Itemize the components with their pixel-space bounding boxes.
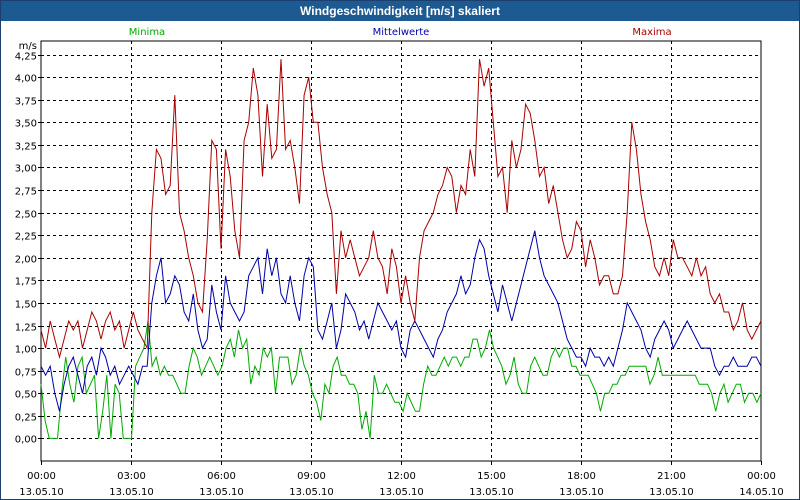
y-tick-label: 3,25 xyxy=(15,142,37,153)
x-tick-label-time: 09:00 xyxy=(297,471,326,482)
y-tick-label: 4,00 xyxy=(15,74,37,85)
series-line-maxima xyxy=(40,59,762,360)
y-tick-label: 0,50 xyxy=(15,390,37,401)
y-tick-label: 3,50 xyxy=(15,119,37,130)
legend-mittelwerte: Mittelwerte xyxy=(373,27,430,38)
legend-maxima: Maxima xyxy=(632,27,671,38)
y-tick-label: 0,75 xyxy=(15,368,37,379)
x-tick-label-date: 13.05.10 xyxy=(289,487,334,498)
x-tick-label-time: 21:00 xyxy=(657,471,686,482)
y-tick-label: 0,00 xyxy=(15,435,37,446)
x-tick-label-time: 12:00 xyxy=(387,471,416,482)
y-tick-label: 3,00 xyxy=(15,164,37,175)
y-tick-label: 4,25 xyxy=(15,52,37,63)
y-tick-label: 1,25 xyxy=(15,323,37,334)
x-tick-label-time: 06:00 xyxy=(207,471,236,482)
x-tick-label-time: 18:00 xyxy=(567,471,596,482)
y-tick-label: 2,75 xyxy=(15,187,37,198)
legend-minima: Minima xyxy=(129,27,165,38)
series-line-mittelwerte xyxy=(40,230,762,412)
x-tick-label-date: 13.05.10 xyxy=(379,487,424,498)
x-tick-label-time: 00:00 xyxy=(747,471,776,482)
x-tick-label-date: 13.05.10 xyxy=(109,487,154,498)
x-tick-label-date: 14.05.10 xyxy=(739,487,784,498)
x-tick-label-time: 15:00 xyxy=(477,471,506,482)
y-tick-label: 2,25 xyxy=(15,232,37,243)
y-tick-label: 0,25 xyxy=(15,413,37,424)
x-tick-label-date: 13.05.10 xyxy=(19,487,64,498)
y-tick-label: 1,75 xyxy=(15,277,37,288)
y-tick-label: 1,00 xyxy=(15,345,37,356)
y-tick-label: 3,75 xyxy=(15,97,37,108)
y-tick-label: 1,50 xyxy=(15,300,37,311)
series-line-minima xyxy=(40,320,762,439)
y-axis-label: m/s xyxy=(19,41,37,52)
x-tick-label-time: 03:00 xyxy=(117,471,146,482)
window-title: Windgeschwindigkeit [m/s] skaliert xyxy=(1,1,799,21)
y-tick-label: 2,00 xyxy=(15,255,37,266)
x-tick-label-time: 00:00 xyxy=(27,471,56,482)
y-tick-label: 2,50 xyxy=(15,210,37,221)
x-tick-label-date: 13.05.10 xyxy=(469,487,514,498)
x-tick-label-date: 13.05.10 xyxy=(199,487,244,498)
x-tick-label-date: 13.05.10 xyxy=(649,487,694,498)
x-tick-label-date: 13.05.10 xyxy=(559,487,604,498)
